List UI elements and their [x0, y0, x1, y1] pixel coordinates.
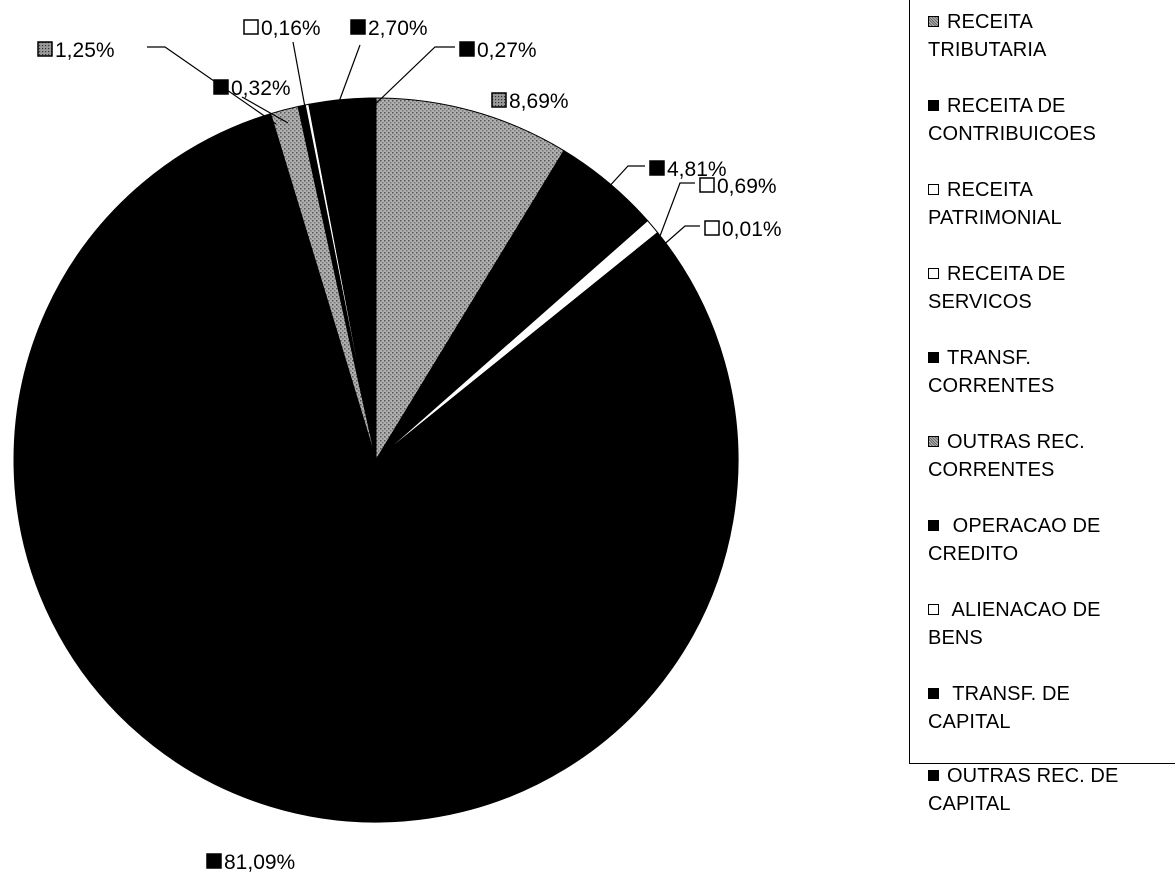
data-label-swatch: [243, 19, 259, 35]
legend-item: ALIENACAO DE BENS: [928, 596, 1168, 652]
legend-label-line2: CREDITO: [928, 543, 1019, 565]
legend-label-line1: ALIENACAO DE: [947, 599, 1101, 621]
data-label: 1,25%: [55, 39, 115, 62]
pie-slice: [13, 113, 739, 823]
data-label: 0,32%: [231, 77, 291, 100]
legend-label-line1: RECEITA: [947, 179, 1033, 201]
leader-line: [241, 96, 289, 124]
legend-item: TRANSF. CORRENTES: [928, 344, 1168, 400]
data-label-swatch: [459, 41, 475, 57]
data-label-swatch: [206, 853, 222, 869]
leader-line: [659, 225, 700, 249]
data-label: 0,69%: [717, 175, 777, 198]
data-label: 4,81%: [667, 158, 727, 181]
legend-swatch: [928, 770, 939, 781]
leader-line: [292, 41, 308, 119]
data-label-swatch: [350, 19, 366, 35]
legend-label-line2: CORRENTES: [928, 375, 1055, 397]
legend-swatch: [928, 268, 939, 279]
leader-line: [147, 46, 277, 125]
legend-label-line1: OUTRAS REC.: [947, 431, 1085, 453]
legend: RECEITA TRIBUTARIA RECEITA DE CONTRIBUICOE…: [909, 0, 1175, 815]
data-label-swatch: [491, 92, 507, 108]
legend-label-line2: CORRENTES: [928, 459, 1055, 481]
legend-label-line1: TRANSF. DE: [947, 683, 1070, 705]
legend-swatch: [928, 184, 939, 195]
data-label-swatch: [213, 79, 229, 95]
legend-swatch: [928, 688, 939, 699]
legend-swatch: [928, 520, 939, 531]
data-label-swatch: [704, 220, 720, 236]
legend-swatch: [928, 16, 939, 27]
data-label-swatch: [37, 41, 53, 57]
legend-label-line2: BENS: [928, 627, 983, 649]
legend-label-line1: OPERACAO DE: [947, 515, 1101, 537]
leader-line: [659, 182, 695, 237]
legend-label-line2: CAPITAL: [928, 793, 1011, 815]
data-label: 0,01%: [722, 218, 782, 241]
legend-item: RECEITA DE SERVICOS: [928, 260, 1168, 316]
legend-label-line2: CAPITAL: [928, 711, 1011, 733]
legend-swatch: [928, 436, 939, 447]
legend-swatch: [928, 352, 939, 363]
legend-label-line2: PATRIMONIAL: [928, 207, 1062, 229]
data-label-swatch: [649, 160, 665, 176]
legend-label-line1: RECEITA: [947, 11, 1033, 33]
data-label: 8,69%: [509, 90, 569, 113]
data-label: 0,27%: [477, 39, 537, 62]
legend-item: OPERACAO DE CREDITO: [928, 512, 1168, 568]
pie-chart: 8,69% 4,81%0,69% 0,01% 81,09% 1,25% 0,32% 0,16…: [13, 17, 782, 874]
leader-line: [364, 46, 455, 115]
legend-item: RECEITA DE CONTRIBUICOES: [928, 92, 1168, 148]
data-label: 81,09%: [224, 851, 295, 874]
legend-label-line1: RECEITA DE: [947, 263, 1066, 285]
legend-item: TRANSF. DE CAPITAL: [928, 680, 1168, 736]
legend-item: OUTRAS REC. DE CAPITAL: [928, 762, 1168, 818]
pie-slice: [375, 97, 565, 462]
legend-label-line1: RECEITA DE: [947, 95, 1066, 117]
legend-label-line2: CONTRIBUICOES: [928, 123, 1096, 145]
legend-item: RECEITA PATRIMONIAL: [928, 176, 1168, 232]
legend-label-line1: OUTRAS REC. DE: [947, 765, 1119, 787]
data-label: 2,70%: [368, 17, 428, 40]
pie-slice: [369, 97, 377, 461]
leader-line: [332, 44, 361, 119]
legend-label-line1: TRANSF.: [947, 347, 1032, 369]
leader-line: [605, 165, 645, 191]
legend-label-line2: TRIBUTARIA: [928, 39, 1047, 61]
legend-label-line2: SERVICOS: [928, 291, 1032, 313]
data-label: 0,16%: [261, 17, 321, 40]
legend-item: OUTRAS REC. CORRENTES: [928, 428, 1168, 484]
legend-swatch: [928, 604, 939, 615]
legend-swatch: [928, 100, 939, 111]
data-label-swatch: [699, 177, 715, 193]
legend-item: RECEITA TRIBUTARIA: [928, 8, 1168, 64]
